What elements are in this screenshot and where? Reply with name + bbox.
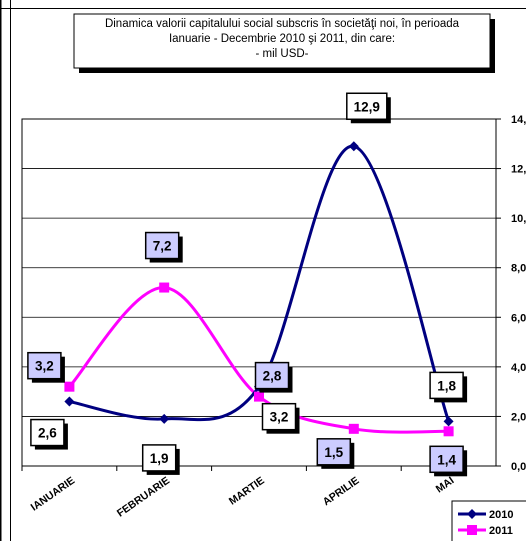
legend-label-2010: 2010	[489, 509, 513, 521]
data-label-box	[261, 402, 297, 431]
marker-2011	[254, 391, 264, 402]
data-labels: 2,6 1,9 3,2 12,9 1,8 3,2 7,2 2,8 1,5 1,4	[27, 92, 468, 477]
data-label: 3,2	[270, 410, 289, 425]
chart-title-line: Ianuarie - Decembrie 2010 şi 2011, din c…	[169, 33, 395, 45]
marker-2011	[64, 381, 75, 392]
plot-border	[21, 118, 497, 467]
title-box-shadow-bottom	[79, 68, 495, 73]
marker-2010	[348, 141, 359, 152]
legend: 2010 2011	[451, 500, 526, 544]
legend-label-2011: 2011	[489, 525, 513, 537]
data-label: 12,9	[354, 99, 380, 114]
marker-2010	[64, 396, 75, 407]
y-tick-label: 8,0	[511, 263, 526, 275]
data-label: 7,2	[153, 239, 172, 254]
chart-title-line: Dinamica valorii capitalului social subs…	[105, 18, 460, 30]
data-label-box	[254, 361, 290, 390]
data-label: 2,6	[38, 426, 57, 441]
y-tick-label: 12,	[511, 164, 526, 176]
y-tick-label: 6,0	[511, 312, 526, 324]
marker-2011	[159, 282, 170, 293]
marker-2011	[348, 423, 359, 434]
y-tick-label: 10,	[511, 213, 526, 225]
legend-marker-2011	[467, 525, 477, 535]
data-label-box	[429, 371, 464, 400]
legend-marker-2010	[467, 509, 477, 519]
data-label: 1,4	[437, 452, 456, 467]
title-box	[73, 13, 491, 69]
y-tick-label: 0,0	[511, 461, 526, 473]
y-tick-label: 14,	[511, 114, 526, 126]
data-label: 2,8	[263, 369, 282, 384]
marker-2010	[159, 413, 170, 424]
marker-2010	[443, 416, 454, 427]
chart-title-line: - mil USD-	[255, 48, 308, 60]
y-axis-ticks: 0,0 2,0 4,0 6,0 8,0 10, 12, 14,	[496, 114, 526, 473]
data-label-box	[144, 231, 180, 260]
data-label-box	[346, 92, 388, 121]
data-label-box	[316, 438, 352, 466]
data-label-box	[27, 351, 62, 380]
data-label: 1,9	[150, 451, 169, 466]
data-label-box	[30, 418, 65, 447]
y-tick-label: 4,0	[511, 362, 526, 374]
data-label: 1,8	[437, 378, 456, 393]
data-label: 1,5	[324, 445, 343, 460]
data-label-box	[429, 445, 464, 474]
y-tick-label: 2,0	[511, 411, 526, 423]
series-line-2011	[68, 286, 449, 434]
marker-2011	[443, 426, 454, 437]
data-label-box	[141, 444, 177, 472]
legend-box	[451, 500, 526, 544]
data-label: 3,2	[35, 359, 54, 374]
chart-title: Dinamica valorii capitalului social subs…	[73, 13, 495, 73]
title-box-shadow-right	[490, 19, 495, 73]
